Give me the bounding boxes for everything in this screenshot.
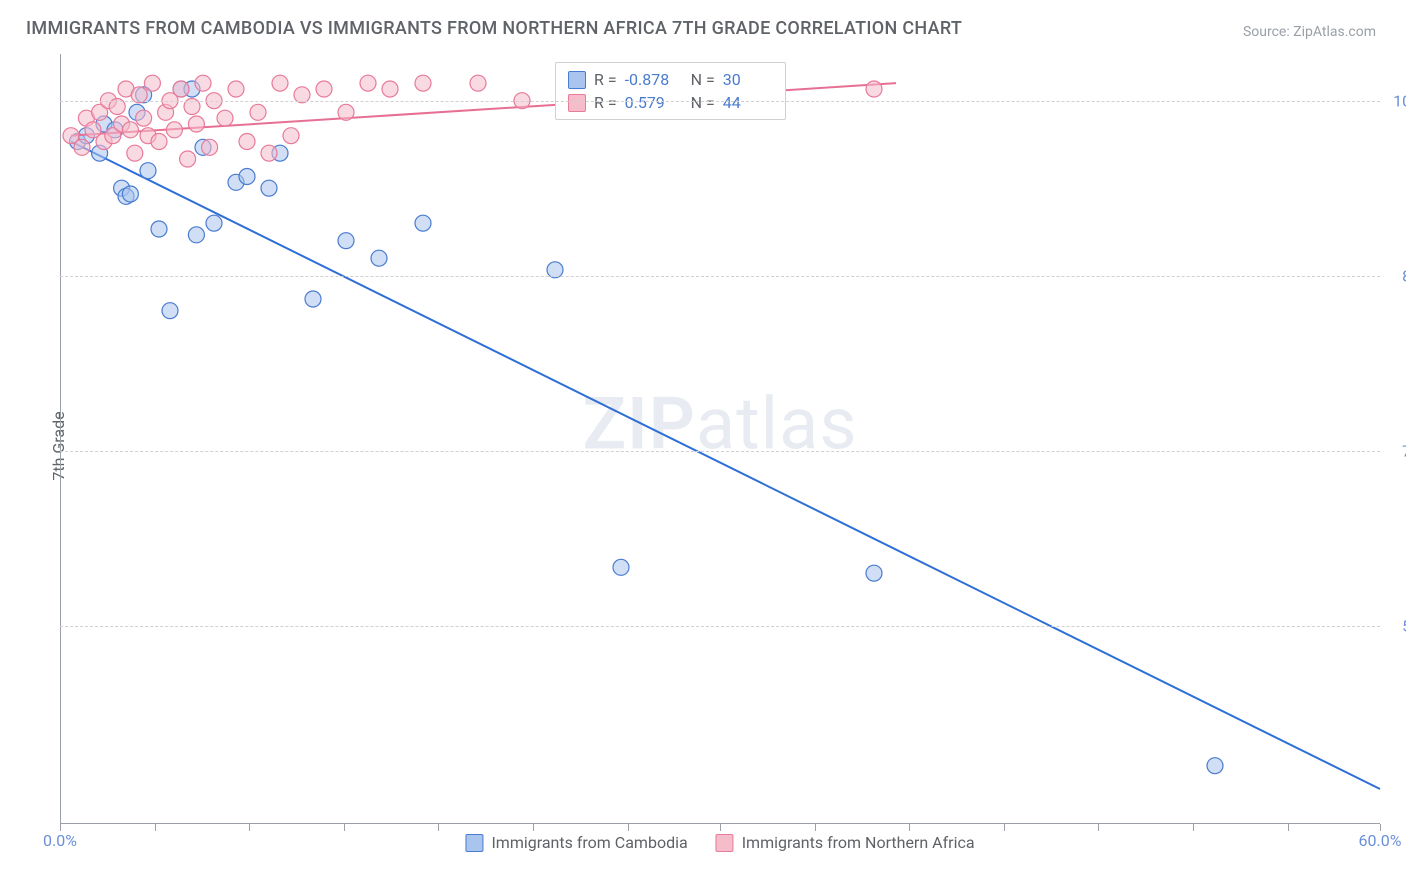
x-tick: [909, 824, 910, 831]
legend-bottom: Immigrants from Cambodia Immigrants from …: [465, 833, 974, 852]
y-tick-label: 85.0%: [1385, 266, 1406, 285]
data-point: [272, 75, 288, 91]
x-tick: [249, 824, 250, 831]
data-point: [127, 145, 143, 161]
legend-label: Immigrants from Northern Africa: [742, 833, 975, 852]
trend-line: [71, 142, 1380, 790]
x-tick: [815, 824, 816, 831]
chart-svg: [60, 54, 1380, 824]
data-point: [217, 110, 233, 126]
data-point: [371, 250, 387, 266]
x-tick: [1288, 824, 1289, 831]
stats-r-label: R =: [594, 70, 617, 89]
stats-swatch: [568, 94, 586, 112]
data-point: [316, 81, 332, 97]
data-point: [261, 145, 277, 161]
data-point: [162, 303, 178, 319]
legend-item: Immigrants from Cambodia: [465, 833, 687, 852]
stats-swatch: [568, 71, 586, 89]
x-tick: [155, 824, 156, 831]
x-tick: [344, 824, 345, 831]
data-point: [151, 221, 167, 237]
data-point: [228, 81, 244, 97]
x-tick: [1193, 824, 1194, 831]
data-point: [338, 104, 354, 120]
stats-r-label: R =: [594, 93, 617, 112]
data-point: [338, 233, 354, 249]
data-point: [202, 139, 218, 155]
data-point: [261, 180, 277, 196]
stats-legend-box: R = -0.878 N = 30 R = 0.579 N = 44: [555, 62, 786, 120]
data-point: [239, 169, 255, 185]
data-point: [151, 134, 167, 150]
plot-area: ZIPatlas R =-0.878N =30R =0.579N =44 Imm…: [60, 54, 1380, 824]
stats-r-value: -0.878: [625, 70, 675, 89]
chart-title: IMMIGRANTS FROM CAMBODIA VS IMMIGRANTS F…: [26, 18, 962, 39]
x-tick: [60, 824, 61, 831]
data-point: [866, 81, 882, 97]
data-point: [1207, 758, 1223, 774]
x-tick-label: 60.0%: [1359, 831, 1402, 850]
x-tick: [1004, 824, 1005, 831]
data-point: [415, 75, 431, 91]
data-point: [239, 134, 255, 150]
stats-row: R = -0.878 N = 30: [568, 68, 773, 91]
data-point: [74, 139, 90, 155]
x-tick: [1380, 824, 1381, 831]
stats-n-value: 44: [723, 93, 773, 112]
data-point: [305, 291, 321, 307]
legend-swatch: [716, 834, 734, 852]
data-point: [613, 559, 629, 575]
stats-n-label: N =: [691, 70, 715, 89]
source-attribution: Source: ZipAtlas.com: [1243, 24, 1376, 40]
stats-n-value: 30: [723, 70, 773, 89]
x-tick: [720, 824, 721, 831]
x-tick: [628, 824, 629, 831]
grid-line: [60, 451, 1380, 452]
data-point: [470, 75, 486, 91]
data-point: [188, 227, 204, 243]
y-tick-label: 70.0%: [1385, 441, 1406, 460]
data-point: [173, 81, 189, 97]
data-point: [136, 110, 152, 126]
data-point: [415, 215, 431, 231]
data-point: [144, 75, 160, 91]
data-point: [140, 163, 156, 179]
stats-r-value: 0.579: [625, 93, 675, 112]
data-point: [382, 81, 398, 97]
x-tick: [438, 824, 439, 831]
data-point: [283, 128, 299, 144]
data-point: [188, 116, 204, 132]
legend-item: Immigrants from Northern Africa: [716, 833, 975, 852]
data-point: [360, 75, 376, 91]
data-point: [122, 122, 138, 138]
data-point: [250, 104, 266, 120]
stats-n-label: N =: [691, 93, 715, 112]
data-point: [166, 122, 182, 138]
stats-row: R = 0.579 N = 44: [568, 91, 773, 114]
legend-label: Immigrants from Cambodia: [491, 833, 687, 852]
x-tick: [533, 824, 534, 831]
y-tick-label: 100.0%: [1385, 91, 1406, 110]
grid-line: [60, 276, 1380, 277]
y-tick-label: 55.0%: [1385, 616, 1406, 635]
data-point: [195, 75, 211, 91]
data-point: [122, 186, 138, 202]
x-tick: [1098, 824, 1099, 831]
grid-line: [60, 101, 1380, 102]
grid-line: [60, 626, 1380, 627]
data-point: [866, 565, 882, 581]
x-tick-label: 0.0%: [43, 831, 77, 850]
legend-swatch: [465, 834, 483, 852]
data-point: [206, 215, 222, 231]
data-point: [180, 151, 196, 167]
